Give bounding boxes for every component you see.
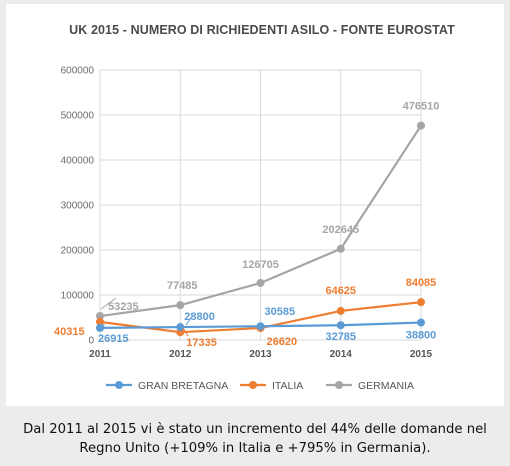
data-label: 64625: [325, 285, 356, 297]
data-label: 40315: [54, 326, 85, 338]
line-chart: UK 2015 - NUMERO DI RICHIEDENTI ASILO - …: [54, 23, 455, 392]
data-point: [417, 318, 425, 327]
data-point: [176, 301, 185, 310]
data-label: 202645: [322, 224, 359, 236]
data-point: [176, 323, 185, 332]
data-point: [336, 244, 345, 253]
data-label: 32785: [325, 331, 356, 343]
data-point: [256, 278, 265, 287]
x-tick-label: 2014: [330, 349, 353, 360]
legend-label: GERMANIA: [358, 380, 414, 392]
data-label: 53235: [108, 301, 139, 313]
x-tick-label: 2011: [89, 349, 111, 360]
data-point: [336, 306, 345, 315]
leader-line: [102, 323, 105, 331]
data-label: 77485: [167, 280, 198, 292]
data-label: 126705: [242, 259, 279, 271]
x-tick-label: 2012: [169, 349, 192, 360]
x-tick-label: 2015: [410, 349, 433, 360]
y-tick-label: 500000: [61, 111, 95, 122]
y-tick-label: 600000: [61, 66, 95, 77]
series-lines: [96, 121, 425, 337]
data-label: 28800: [184, 311, 215, 323]
legend-swatch-marker: [249, 381, 257, 389]
data-point: [417, 298, 425, 307]
data-label: 30585: [265, 306, 296, 318]
data-label: 84085: [406, 277, 437, 289]
legend-swatch-marker: [115, 381, 123, 389]
x-tick-label: 2013: [249, 349, 272, 360]
y-axis-ticks: 0 100000 200000 300000 400000 500000 600000: [61, 66, 95, 347]
caption: Dal 2011 al 2015 vi è stato un increment…: [0, 420, 510, 458]
data-label: 17335: [186, 337, 217, 349]
caption-line-2: Regno Unito (+109% in Italia e +795% in …: [79, 441, 431, 456]
data-label: 26620: [267, 336, 298, 348]
leader-line: [100, 297, 117, 310]
caption-line-1: Dal 2011 al 2015 vi è stato un increment…: [23, 422, 487, 437]
y-tick-label: 0: [88, 336, 94, 347]
data-point: [256, 322, 265, 331]
data-point: [96, 312, 104, 321]
y-tick-label: 200000: [61, 246, 95, 257]
data-label: 38800: [406, 330, 437, 342]
data-point: [336, 321, 345, 330]
y-tick-label: 400000: [61, 156, 95, 167]
x-axis-ticks: 2011 2012 2013 2014 2015: [89, 349, 432, 360]
chart-title: UK 2015 - NUMERO DI RICHIEDENTI ASILO - …: [69, 23, 455, 37]
gridlines: [99, 69, 422, 341]
data-point: [96, 323, 104, 332]
data-labels: 26915 28800 30585 32785 38800 40315 17335 26620…: [54, 101, 439, 350]
leader-line: [182, 327, 189, 337]
legend-label: GRAN BRETAGNA: [138, 380, 228, 392]
data-point: [417, 121, 425, 130]
legend: GRAN BRETAGNA ITALIA GERMANIA: [106, 380, 414, 392]
data-label: 476510: [403, 101, 440, 113]
legend-label: ITALIA: [272, 380, 303, 392]
legend-swatch-marker: [335, 381, 343, 389]
leader-line: [185, 317, 192, 326]
data-label: 26915: [98, 333, 129, 345]
data-point: [96, 317, 104, 326]
y-tick-label: 100000: [61, 291, 95, 302]
y-tick-label: 300000: [61, 201, 95, 212]
